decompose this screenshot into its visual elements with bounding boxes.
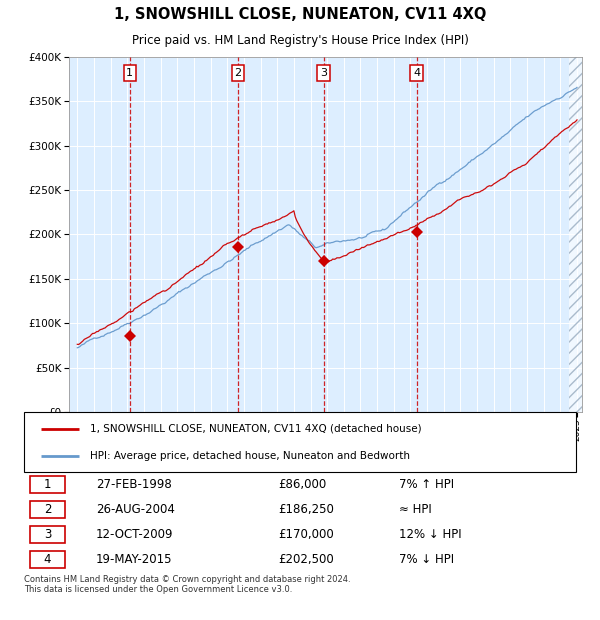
Text: Price paid vs. HM Land Registry's House Price Index (HPI): Price paid vs. HM Land Registry's House … — [131, 34, 469, 47]
FancyBboxPatch shape — [29, 501, 65, 518]
Text: 3: 3 — [320, 68, 327, 78]
FancyBboxPatch shape — [29, 551, 65, 568]
Text: £202,500: £202,500 — [278, 553, 334, 566]
Text: £170,000: £170,000 — [278, 528, 334, 541]
Text: Contains HM Land Registry data © Crown copyright and database right 2024.
This d: Contains HM Land Registry data © Crown c… — [24, 575, 350, 595]
Text: 12-OCT-2009: 12-OCT-2009 — [96, 528, 173, 541]
Text: 1: 1 — [126, 68, 133, 78]
Text: 26-AUG-2004: 26-AUG-2004 — [96, 503, 175, 516]
FancyBboxPatch shape — [29, 526, 65, 543]
Text: 27-FEB-1998: 27-FEB-1998 — [96, 478, 172, 491]
Text: 1, SNOWSHILL CLOSE, NUNEATON, CV11 4XQ (detached house): 1, SNOWSHILL CLOSE, NUNEATON, CV11 4XQ (… — [90, 423, 422, 434]
Text: £86,000: £86,000 — [278, 478, 326, 491]
Text: 1, SNOWSHILL CLOSE, NUNEATON, CV11 4XQ: 1, SNOWSHILL CLOSE, NUNEATON, CV11 4XQ — [114, 7, 486, 22]
Text: HPI: Average price, detached house, Nuneaton and Bedworth: HPI: Average price, detached house, Nune… — [90, 451, 410, 461]
Text: ≈ HPI: ≈ HPI — [400, 503, 432, 516]
Text: 1: 1 — [44, 478, 51, 491]
Text: 12% ↓ HPI: 12% ↓ HPI — [400, 528, 462, 541]
Bar — [569, 57, 582, 412]
Text: 4: 4 — [44, 553, 51, 566]
Text: 19-MAY-2015: 19-MAY-2015 — [96, 553, 172, 566]
Text: 4: 4 — [413, 68, 421, 78]
Text: 3: 3 — [44, 528, 51, 541]
Text: 7% ↑ HPI: 7% ↑ HPI — [400, 478, 454, 491]
FancyBboxPatch shape — [29, 476, 65, 493]
Text: £186,250: £186,250 — [278, 503, 334, 516]
Text: 2: 2 — [44, 503, 51, 516]
Text: 2: 2 — [235, 68, 242, 78]
Text: 7% ↓ HPI: 7% ↓ HPI — [400, 553, 454, 566]
Bar — [569, 57, 582, 412]
